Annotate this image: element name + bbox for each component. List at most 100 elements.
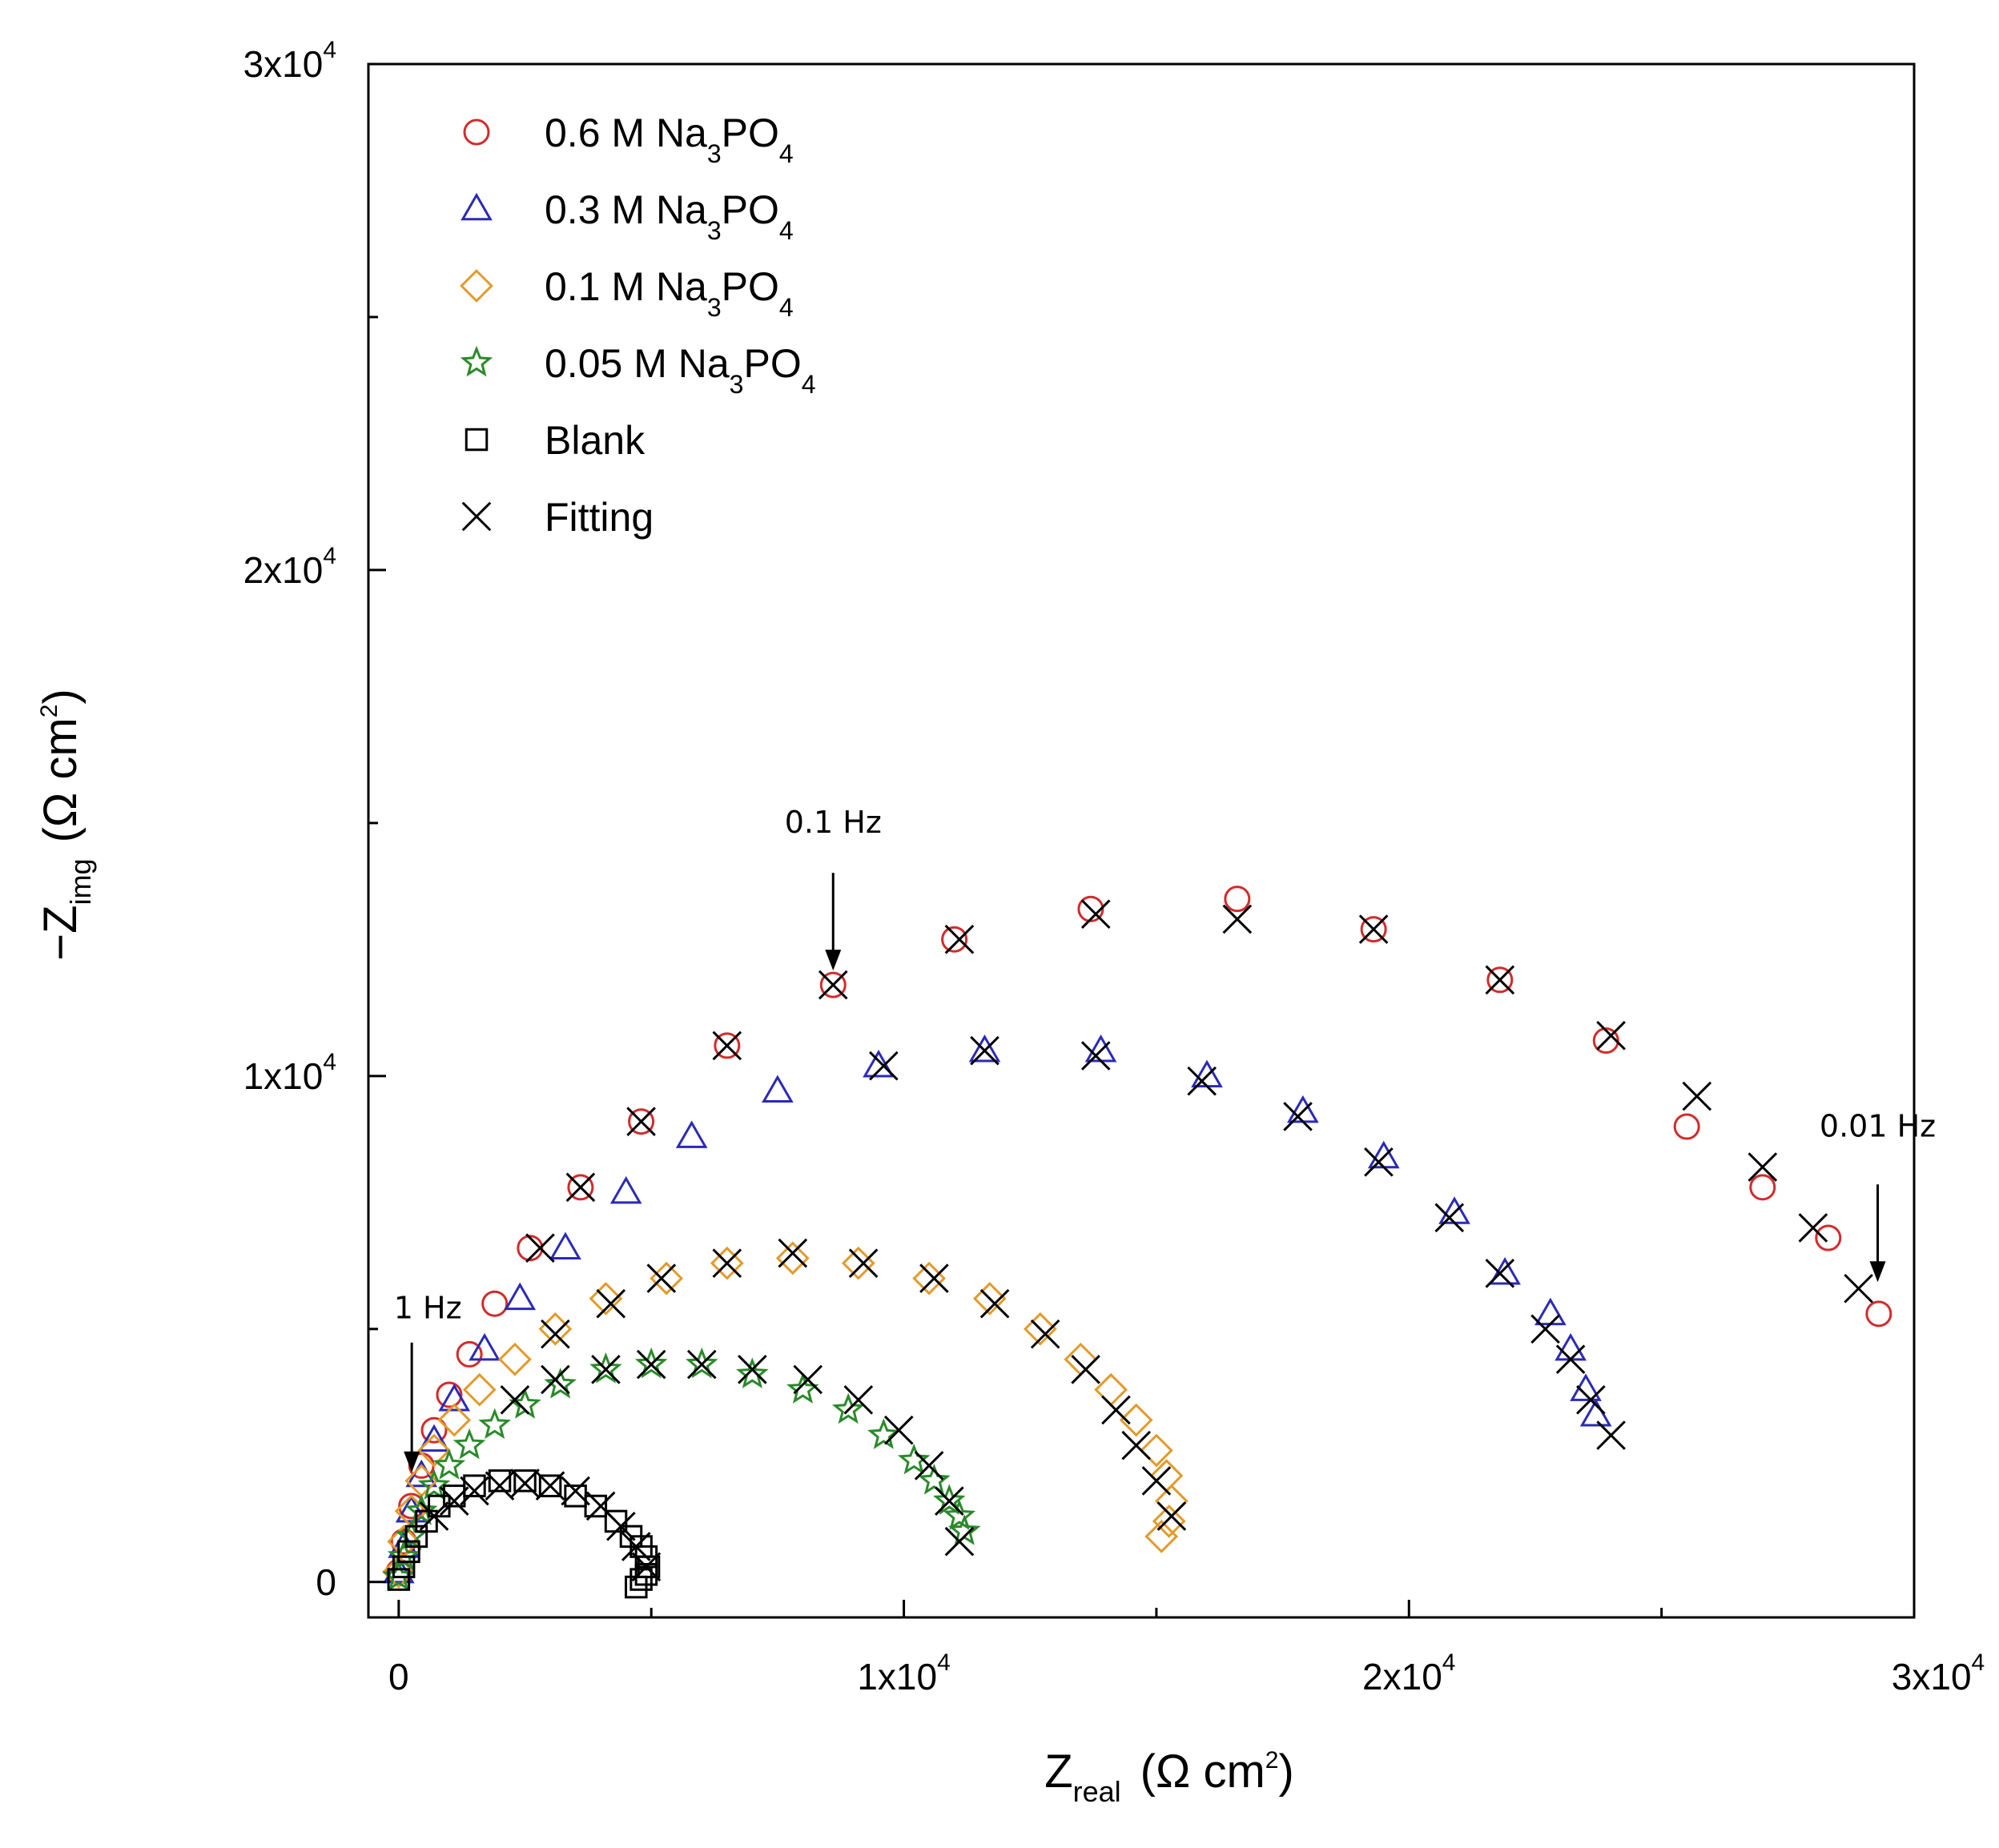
data-point-diamond <box>775 1241 810 1276</box>
y-axis-title-sub: img <box>64 858 97 905</box>
legend-item: 0.05 M Na3PO4 <box>460 341 816 399</box>
data-point-diamond <box>498 1342 532 1376</box>
arrow-head <box>825 950 842 971</box>
data-point-triangle <box>1084 1034 1117 1063</box>
data-point-diamond <box>841 1246 875 1280</box>
data-point-star <box>544 1368 577 1399</box>
x-axis-title-unit-sup: 2 <box>1265 1747 1279 1774</box>
data-point-x <box>1071 1355 1100 1384</box>
data-point-star <box>404 1493 438 1525</box>
data-point-circle <box>420 1416 448 1444</box>
data-point-x <box>843 1384 874 1415</box>
data-point-diamond <box>1152 1505 1186 1538</box>
data-point-triangle <box>469 1332 501 1361</box>
data-point-triangle <box>549 1231 581 1259</box>
legend-label: 0.1 M Na3PO4 <box>545 264 794 322</box>
legend-label: 0.3 M Na3PO4 <box>545 187 794 245</box>
data-point-circle <box>1673 1113 1700 1140</box>
data-point-diamond <box>1064 1342 1098 1376</box>
data-point-x <box>1141 1466 1172 1496</box>
legend-item: 0.1 M Na3PO4 <box>460 264 794 322</box>
data-point-x <box>1080 899 1111 929</box>
x-tick-label: 3x104 <box>1892 1649 1985 1697</box>
x-axis-title-sub: real <box>1073 1775 1121 1808</box>
data-point-x <box>1748 1152 1778 1182</box>
legend-label: 0.6 M Na3PO4 <box>545 110 794 168</box>
arrow-head <box>1869 1261 1886 1283</box>
legend-marker-circle <box>463 119 490 146</box>
data-point-triangle <box>1438 1196 1470 1224</box>
legend-item: 0.6 M Na3PO4 <box>463 110 794 168</box>
data-point-diamond <box>1144 1520 1179 1553</box>
data-point-triangle <box>418 1424 450 1452</box>
x-tick-label: 0 <box>388 1656 409 1697</box>
legend-item: Blank <box>465 418 646 463</box>
data-point-x <box>541 1319 570 1349</box>
data-point-x <box>793 1364 823 1395</box>
data-point-x <box>439 1486 469 1516</box>
data-point-square <box>463 1474 486 1497</box>
data-point-x <box>1844 1273 1873 1304</box>
data-point-circle <box>1224 886 1251 913</box>
legend-marker-square <box>465 428 489 452</box>
x-axis-title: Zreal (Ω cm2) <box>1044 1746 1294 1808</box>
data-point-circle <box>1815 1224 1842 1251</box>
data-point-diamond <box>589 1282 623 1316</box>
legend-marker-star <box>460 345 493 377</box>
plot-frame <box>367 62 1916 1619</box>
data-point-star <box>736 1357 769 1388</box>
data-point-square <box>564 1484 587 1508</box>
data-point-x <box>1080 1041 1111 1071</box>
data-point-x <box>596 1288 626 1319</box>
frequency-annotation: 1 Hz <box>394 1291 462 1472</box>
data-point-x <box>848 1248 879 1278</box>
data-point-x <box>944 1526 975 1557</box>
data-point-x <box>591 1355 621 1384</box>
data-point-x <box>1187 1066 1217 1096</box>
data-point-square <box>397 1540 420 1564</box>
legend-label: Fitting <box>545 495 654 540</box>
data-point-x <box>500 1384 530 1415</box>
series-diamond <box>381 1241 1189 1589</box>
data-point-diamond <box>437 1403 472 1437</box>
data-point-x <box>541 1364 570 1395</box>
y-axis-title-unit-sup: 2 <box>36 705 62 718</box>
data-point-x <box>1283 1102 1313 1131</box>
legend: 0.6 M Na3PO4 0.3 M Na3PO4 0.1 M Na3PO4 0.05… <box>460 110 816 540</box>
annotation-label: 0.01 Hz <box>1820 1108 1936 1143</box>
data-point-triangle <box>762 1075 794 1103</box>
data-point-x <box>1576 1384 1606 1415</box>
data-point-x <box>818 970 848 1000</box>
data-point-star <box>478 1408 511 1440</box>
data-point-star <box>867 1418 900 1449</box>
data-point-diamond <box>1094 1372 1128 1407</box>
y-axis-title: −Zimg (Ω cm2) <box>34 689 97 960</box>
data-point-circle <box>1749 1174 1776 1201</box>
data-point-x <box>646 1263 677 1293</box>
data-point-triangle <box>1286 1095 1319 1123</box>
y-tick-label: 2x104 <box>243 543 336 591</box>
data-point-x <box>1798 1213 1828 1243</box>
data-point-diamond <box>710 1246 744 1280</box>
data-point-star <box>786 1372 819 1404</box>
data-point-x <box>1434 1203 1465 1233</box>
data-point-x <box>944 924 975 954</box>
data-point-circle <box>714 1032 741 1059</box>
y-tick-label: 3x104 <box>243 37 336 85</box>
data-point-diamond <box>912 1261 946 1296</box>
data-point-x <box>626 1107 656 1137</box>
data-point-x <box>631 1552 662 1582</box>
data-point-star <box>589 1352 622 1384</box>
data-point-star <box>918 1463 951 1495</box>
data-point-x <box>869 1051 899 1081</box>
y-axis-title-unit: (Ω cm <box>34 717 86 842</box>
data-point-x <box>1485 965 1515 995</box>
data-point-star <box>897 1443 931 1475</box>
data-point-x <box>712 1248 742 1278</box>
legend-item: 0.3 M Na3PO4 <box>461 187 794 245</box>
data-point-star <box>417 1468 451 1500</box>
data-point-star <box>452 1428 486 1460</box>
data-point-x <box>535 1471 565 1501</box>
data-point-star <box>831 1392 865 1424</box>
legend-marker-x <box>461 501 492 532</box>
